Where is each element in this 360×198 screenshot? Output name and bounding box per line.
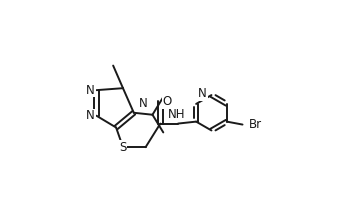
Text: Br: Br (248, 118, 261, 131)
Text: NH: NH (168, 108, 185, 121)
Text: S: S (119, 141, 127, 154)
Text: N: N (86, 109, 95, 122)
Text: O: O (163, 95, 172, 109)
Text: N: N (139, 97, 148, 110)
Text: N: N (86, 84, 95, 97)
Text: N: N (198, 87, 207, 100)
